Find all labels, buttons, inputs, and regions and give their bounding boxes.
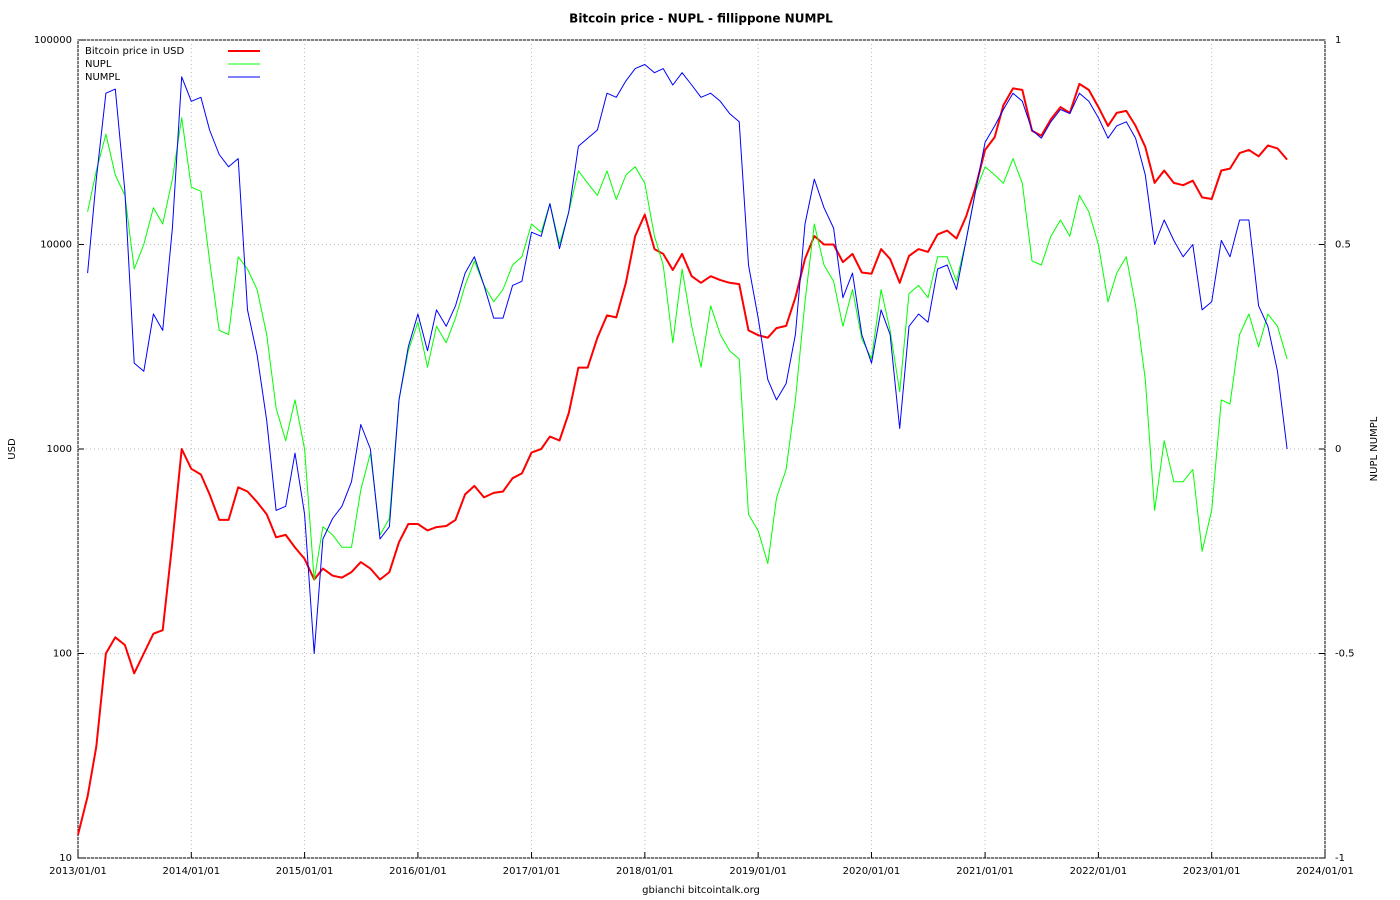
y-tick-label: 1000 [47, 444, 72, 455]
y-axis-label: USD [7, 438, 18, 460]
series-line [77, 82, 1288, 835]
y-tick-label: 10 [59, 853, 72, 864]
y2-axis-label: NUPL NUMPL [1369, 416, 1380, 481]
y-tick-label: 100000 [34, 35, 72, 46]
x-tick-label: 2024/01/01 [1296, 866, 1354, 877]
source-label: gbianchi bitcointalk.org [642, 885, 760, 896]
x-tick-label: 2023/01/01 [1183, 866, 1241, 877]
y-tick-label: 10000 [40, 240, 72, 251]
y2-tick-label: -1 [1335, 853, 1345, 864]
plot-frame [77, 39, 1326, 859]
legend-label: NUPL [85, 59, 112, 70]
x-tick-label: 2020/01/01 [843, 866, 901, 877]
series-line [87, 117, 1288, 581]
y2-tick-label: 0.5 [1335, 240, 1351, 251]
x-tick-label: 2015/01/01 [276, 866, 334, 877]
y2-tick-label: 0 [1335, 444, 1341, 455]
series-line [87, 64, 1288, 654]
x-tick-label: 2014/01/01 [162, 866, 220, 877]
chart-title: Bitcoin price - NUPL - fillippone NUMPL [569, 12, 833, 26]
legend-label: Bitcoin price in USD [85, 46, 184, 57]
legend-label: NUMPL [85, 72, 120, 83]
x-tick-label: 2016/01/01 [389, 866, 447, 877]
x-tick-label: 2022/01/01 [1070, 866, 1128, 877]
x-tick-label: 2021/01/01 [956, 866, 1014, 877]
y2-tick-label: -0.5 [1335, 649, 1355, 660]
y2-tick-label: 1 [1335, 35, 1341, 46]
y-tick-label: 100 [53, 649, 72, 660]
x-tick-label: 2017/01/01 [503, 866, 561, 877]
x-tick-label: 2019/01/01 [729, 866, 787, 877]
x-tick-label: 2013/01/01 [49, 866, 107, 877]
x-tick-label: 2018/01/01 [616, 866, 674, 877]
